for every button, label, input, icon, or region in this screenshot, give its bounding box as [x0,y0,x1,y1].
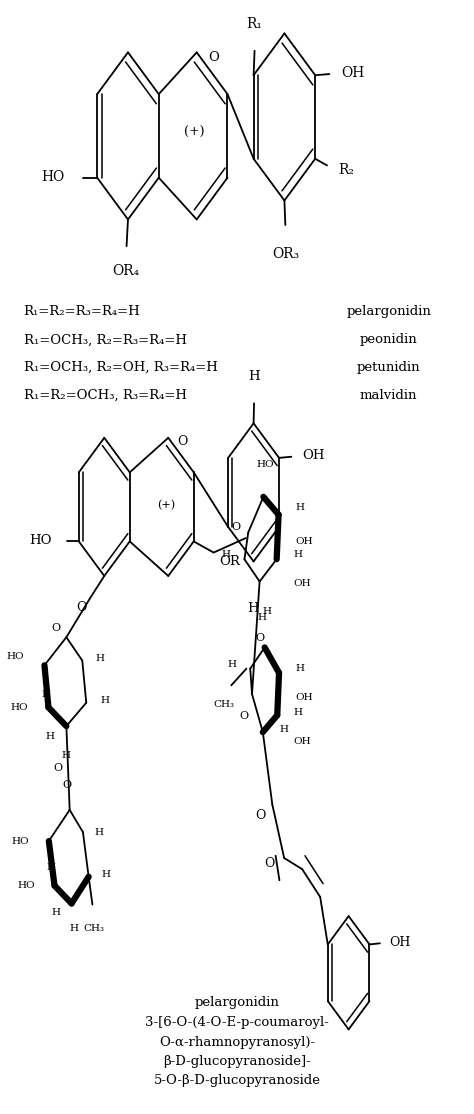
Text: OR₃: OR₃ [272,247,299,262]
Text: OH: OH [302,449,324,462]
Text: CH₃: CH₃ [83,924,104,932]
Text: R₁=OCH₃, R₂=OH, R₃=R₄=H: R₁=OCH₃, R₂=OH, R₃=R₄=H [24,361,218,374]
Text: HO: HO [7,652,25,661]
Text: (+): (+) [157,499,175,510]
Text: R₁=OCH₃, R₂=R₃=R₄=H: R₁=OCH₃, R₂=R₃=R₄=H [24,333,187,346]
Text: H: H [62,751,71,760]
Text: OH: OH [390,936,411,949]
Text: 5-O-β-D-glucopyranoside: 5-O-β-D-glucopyranoside [154,1074,320,1087]
Text: O: O [208,51,219,65]
Text: H: H [257,613,266,622]
Text: HO: HO [29,534,52,547]
Text: H: H [46,732,55,741]
Text: OH: OH [293,579,311,588]
Text: β-D-glucopyranoside]-: β-D-glucopyranoside]- [163,1055,311,1068]
Text: H: H [262,607,271,616]
Text: R₁: R₁ [246,17,263,30]
Text: H: H [249,370,260,383]
Text: H: H [42,690,51,698]
Text: O: O [53,763,62,773]
Text: H: H [227,659,236,668]
Text: pelargonidin: pelargonidin [346,305,431,319]
Text: O: O [76,600,87,614]
Text: O: O [63,780,72,790]
Text: H: H [102,870,111,879]
Text: petunidin: petunidin [357,361,420,374]
Text: HO: HO [42,169,65,184]
Text: H: H [100,696,109,705]
Text: O-α-rhamnopyranosyl)-: O-α-rhamnopyranosyl)- [159,1036,315,1049]
Text: OH: OH [296,693,313,702]
Text: H: H [296,664,305,673]
Text: OR₄: OR₄ [112,264,139,278]
Text: O: O [239,712,248,721]
Text: peonidin: peonidin [360,333,418,346]
Text: H: H [294,709,303,717]
Text: H: H [293,550,302,559]
Text: H: H [295,504,304,512]
Text: HO: HO [11,837,29,846]
Text: O: O [264,857,274,870]
Text: CH₃: CH₃ [214,700,235,709]
Text: pelargonidin: pelargonidin [194,996,280,1009]
Text: HO: HO [257,460,274,469]
Text: H: H [96,654,105,663]
Text: O: O [177,436,188,448]
Text: OH: OH [341,66,365,80]
Text: O: O [256,633,265,643]
Text: malvidin: malvidin [360,389,418,402]
Text: 3-[6-O-(4-O-E-p-coumaroyl-: 3-[6-O-(4-O-E-p-coumaroyl- [145,1016,329,1029]
Text: OH: OH [294,737,311,746]
Text: OR: OR [219,555,240,568]
Text: H: H [279,725,288,734]
Text: HO: HO [11,703,28,712]
Text: H: H [221,550,230,559]
Text: HO: HO [17,881,35,890]
Text: R₁=R₂=OCH₃, R₃=R₄=H: R₁=R₂=OCH₃, R₃=R₄=H [24,389,187,402]
Text: R₁=R₂=R₃=R₄=H: R₁=R₂=R₃=R₄=H [24,305,140,319]
Text: O: O [232,522,241,531]
Text: O: O [255,809,265,822]
Text: H: H [52,908,61,917]
Text: H: H [46,863,55,872]
Text: H: H [247,602,258,615]
Text: H: H [69,924,78,932]
Text: (+): (+) [184,126,205,139]
Text: H: H [95,828,104,837]
Text: O: O [51,624,61,633]
Text: OH: OH [295,537,313,546]
Text: R₂: R₂ [338,163,354,177]
